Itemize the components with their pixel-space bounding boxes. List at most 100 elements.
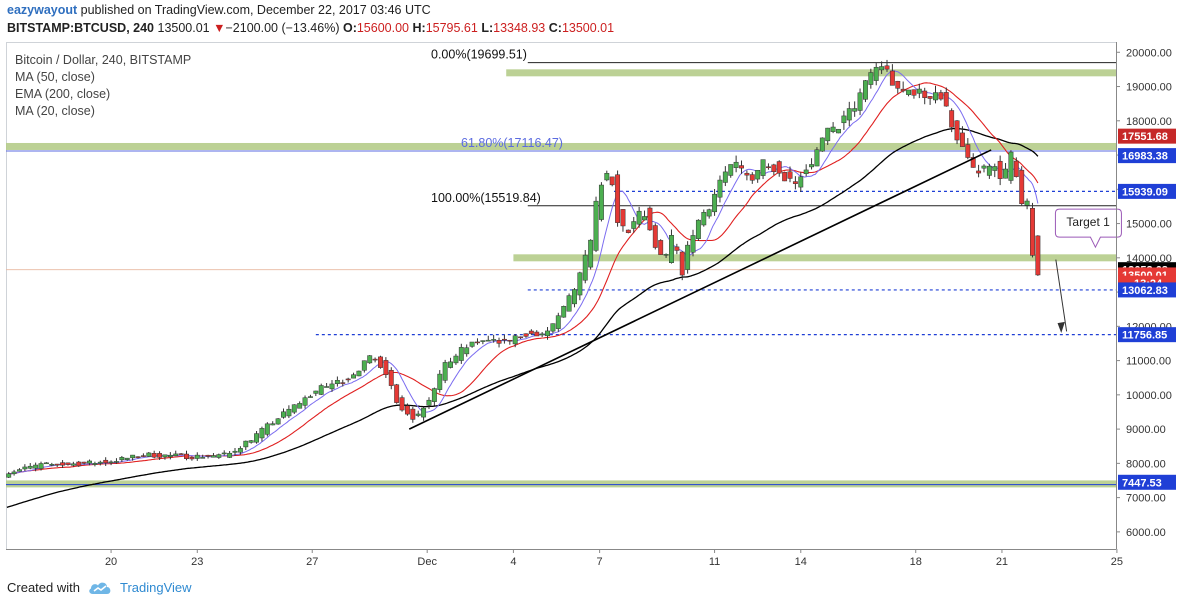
candle-down [178,453,184,455]
price-badge [1118,148,1176,164]
price-chart[interactable]: 0.00%(19699.51) 61.80%(17116.47) 100.00%(1… [6,42,1178,569]
candle-up [819,137,825,152]
candle-down [399,397,405,411]
candle-up [92,463,98,465]
candle-down [927,96,933,99]
candle-up [852,108,858,112]
candle-down [534,331,540,337]
candle-up [38,463,44,469]
time-tick-label: 27 [306,556,318,568]
candle-down [792,181,798,184]
candle-down [140,455,146,457]
candle-up [22,466,28,470]
candle-up [356,370,362,377]
price-badge-label: 7447.53 [1122,477,1162,489]
candle-up [270,423,276,426]
candle-up [916,88,922,94]
candle-down [744,172,750,176]
candle-up [857,92,863,111]
candle-up [846,108,852,121]
candle-up [415,413,421,416]
candle-up [324,386,330,388]
last-price: 13500.01 [157,21,210,35]
candle-up [566,295,572,312]
candle-down [388,369,394,386]
publish-line: eazywayout published on TradingView.com,… [7,3,431,17]
price-badge-label: 17551.68 [1122,131,1168,143]
price-tick-label: 6000.00 [1126,527,1166,539]
candle-up [836,128,841,134]
tradingview-link[interactable]: TradingView [119,580,192,595]
time-tick-label: 4 [510,556,516,568]
time-tick-label: 20 [105,556,117,568]
candle-down [787,171,793,179]
candle-down [76,461,82,467]
candle-up [642,216,647,221]
candle-up [669,235,674,263]
low-value: 13348.93 [493,21,546,35]
candle-down [766,166,771,168]
candle-down [959,132,965,147]
candle-up [760,159,766,176]
price-axis: 20000.0019000.0018000.0017000.0016000.00… [1116,42,1176,549]
price-tick-label: 20000.00 [1126,47,1172,59]
candle-up [582,254,588,281]
author-link[interactable]: eazywayout [7,3,78,17]
open-label: O: [342,21,357,35]
candle-down [394,384,400,403]
legend-ema200[interactable]: EMA (200, close) [15,87,111,101]
candle-down [81,461,87,464]
candle-up [108,461,114,464]
candle-down [776,161,782,174]
target-arrow [1055,259,1068,332]
candle-up [421,407,427,418]
candle-up [302,397,308,406]
price-badge-label: 11756.85 [1122,330,1167,342]
candle-down [615,174,621,223]
footer: Created with TradingView [7,580,192,595]
legend-ma20[interactable]: MA (20, close) [15,104,95,118]
candle-up [561,306,567,318]
candle-down [739,165,744,169]
chart-area[interactable]: 0.00%(19699.51) 61.80%(17116.47) 100.00%(1… [6,42,1178,569]
candle-down [900,88,906,92]
candle-up [550,323,556,332]
tradingview-cloud-icon [89,582,111,594]
candle-down [652,225,658,248]
candle-up [291,404,297,413]
price-tick-label: 9000.00 [1126,424,1166,436]
candle-up [722,171,728,183]
trendlines [408,149,992,430]
candle-down [922,90,928,98]
candle-down [496,339,502,344]
candle-down [372,358,378,361]
price-tick-label: 10000.00 [1126,390,1172,402]
candle-up [194,454,200,459]
candle-up [598,184,604,220]
candle-up [458,347,464,361]
candle-up [27,465,33,469]
candle-up [334,380,340,384]
candle-up [701,212,707,226]
indicator-legend: Bitcoin / Dollar, 240, BITSTAMP MA (50, … [15,52,191,120]
candle-up [906,89,911,95]
candle-up [254,433,260,443]
candle-down [151,453,157,458]
candle-up [130,454,136,459]
price-badge-label: 13062.83 [1122,285,1168,297]
time-axis: 20 23 27 Dec 4 7 11 14 18 21 25 [6,549,1123,568]
candle-up [426,399,432,406]
candle-down [410,408,416,420]
candle-down [135,456,141,458]
candle-up [318,385,324,395]
open-value: 15600.00 [356,21,409,35]
candle-down [954,120,960,141]
candle-up [706,209,712,217]
candle-up [733,161,739,168]
symbol-line: BITSTAMP:BTCUSD, 240 13500.01 ▼−2100.00 … [7,21,614,35]
candle-up [663,254,669,256]
candle-up [809,164,815,168]
legend-ma50[interactable]: MA (50, close) [15,70,95,84]
candle-down [345,378,351,381]
zone-band [6,480,1116,488]
